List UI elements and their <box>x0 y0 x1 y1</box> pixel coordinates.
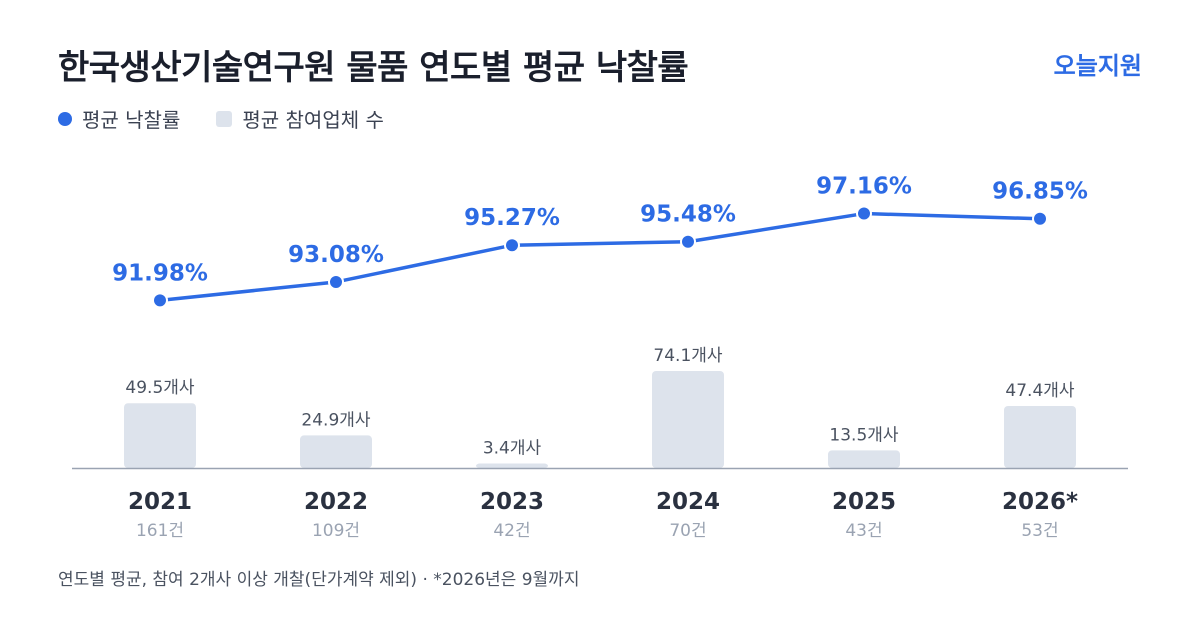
x-tick-label: 2025 <box>832 489 896 515</box>
rate-point-label: 93.08% <box>288 242 384 268</box>
legend-item-participants: 평균 참여업체 수 <box>216 104 384 133</box>
brand-logo[interactable]: 오늘지원 <box>1053 52 1142 80</box>
chart-legend: 평균 낙찰률 평균 참여업체 수 <box>58 104 420 133</box>
legend-label-participants: 평균 참여업체 수 <box>242 108 384 132</box>
participants-bar-2026* <box>1004 405 1076 468</box>
rate-point-label: 95.27% <box>464 205 560 231</box>
x-tick-label: 2021 <box>128 489 192 515</box>
participants-bar-2024 <box>652 371 724 468</box>
x-tick-label: 2023 <box>480 489 544 515</box>
x-tick-label: 2024 <box>656 489 720 515</box>
participants-bar-2023 <box>476 463 548 468</box>
chart-footnote: 연도별 평균, 참여 2개사 이상 개찰(단가계약 제외) · *2026년은 … <box>58 570 580 590</box>
participants-bar-label: 13.5개사 <box>829 425 898 445</box>
x-tick-count-label: 53건 <box>1021 521 1058 541</box>
x-tick-label: 2026* <box>1002 489 1078 515</box>
x-tick-count-label: 109건 <box>312 521 360 541</box>
rate-point-label: 91.98% <box>112 260 208 286</box>
rate-point-2026* <box>1032 210 1048 227</box>
x-tick-count-label: 42건 <box>493 521 530 541</box>
rate-point-2024 <box>680 233 696 250</box>
legend-dot-icon <box>58 111 72 126</box>
x-tick-count-label: 43건 <box>845 521 882 541</box>
participants-bar-label: 3.4개사 <box>483 439 542 459</box>
rate-point-2022 <box>328 273 344 290</box>
x-tick-label: 2022 <box>304 489 368 515</box>
legend-square-icon <box>216 110 233 127</box>
participants-bar-2025 <box>828 450 900 468</box>
rate-point-2023 <box>504 237 520 254</box>
participants-bar-label: 49.5개사 <box>125 378 194 398</box>
legend-label-rate: 평균 낙찰률 <box>82 108 181 132</box>
chart-title: 한국생산기술연구원 물품 연도별 평균 낙찰률 <box>58 48 689 88</box>
rate-point-label: 95.48% <box>640 202 736 228</box>
x-tick-count-label: 70건 <box>669 521 706 541</box>
participants-bar-label: 47.4개사 <box>1005 381 1074 401</box>
participants-bar-label: 24.9개사 <box>301 410 370 430</box>
x-tick-count-label: 161건 <box>136 521 184 541</box>
rate-point-label: 97.16% <box>816 174 912 200</box>
legend-item-rate: 평균 낙찰률 <box>58 104 180 133</box>
rate-line <box>158 211 1042 303</box>
participants-bar-2022 <box>300 435 372 468</box>
participants-bar-label: 74.1개사 <box>653 346 722 366</box>
participants-bar-2021 <box>124 403 196 468</box>
rate-point-2025 <box>856 205 872 222</box>
rate-point-label: 96.85% <box>992 179 1088 205</box>
rate-point-2021 <box>152 292 168 309</box>
